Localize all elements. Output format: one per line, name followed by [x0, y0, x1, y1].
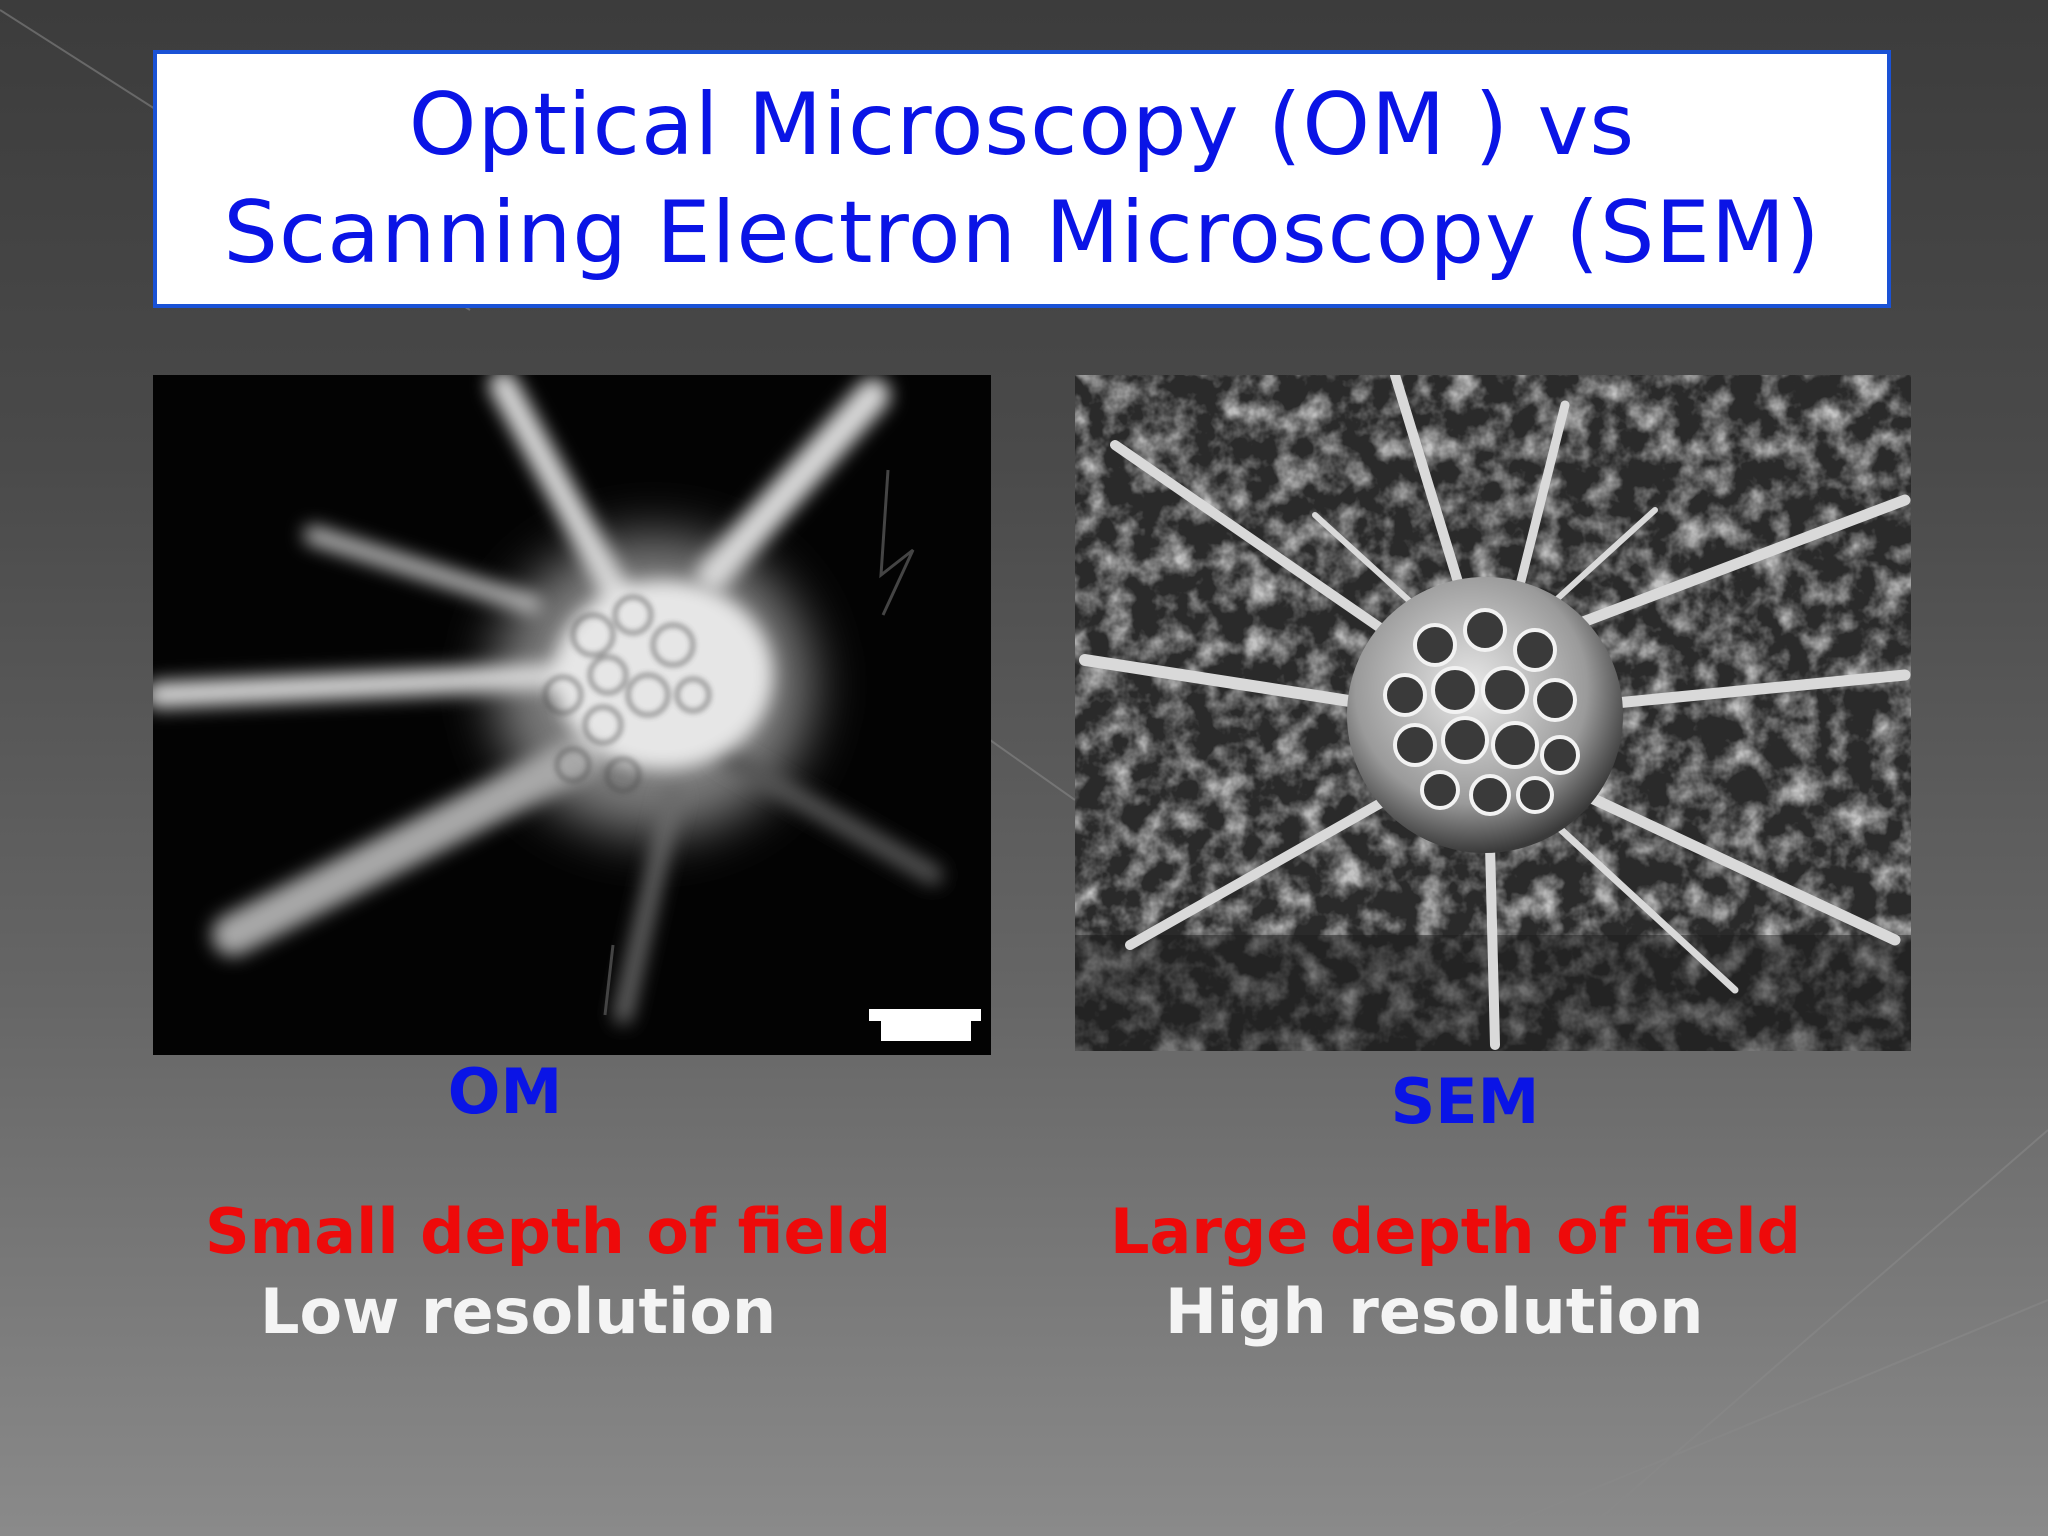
om-caption: OM — [447, 1055, 563, 1128]
om-micrograph — [153, 375, 991, 1055]
om-depth-of-field: Small depth of field — [205, 1195, 892, 1268]
sem-resolution: High resolution — [1165, 1275, 1704, 1348]
slide-title-line-2: Scanning Electron Microscopy (SEM) — [223, 183, 1821, 283]
sem-micrograph — [1075, 375, 1911, 1051]
slide-title-box: Optical Microscopy (OM ) vs Scanning Ele… — [153, 50, 1891, 308]
sem-caption: SEM — [1390, 1065, 1540, 1138]
sem-depth-of-field: Large depth of field — [1110, 1195, 1801, 1268]
om-resolution: Low resolution — [260, 1275, 777, 1348]
slide-title-line-1: Optical Microscopy (OM ) vs — [408, 75, 1636, 175]
